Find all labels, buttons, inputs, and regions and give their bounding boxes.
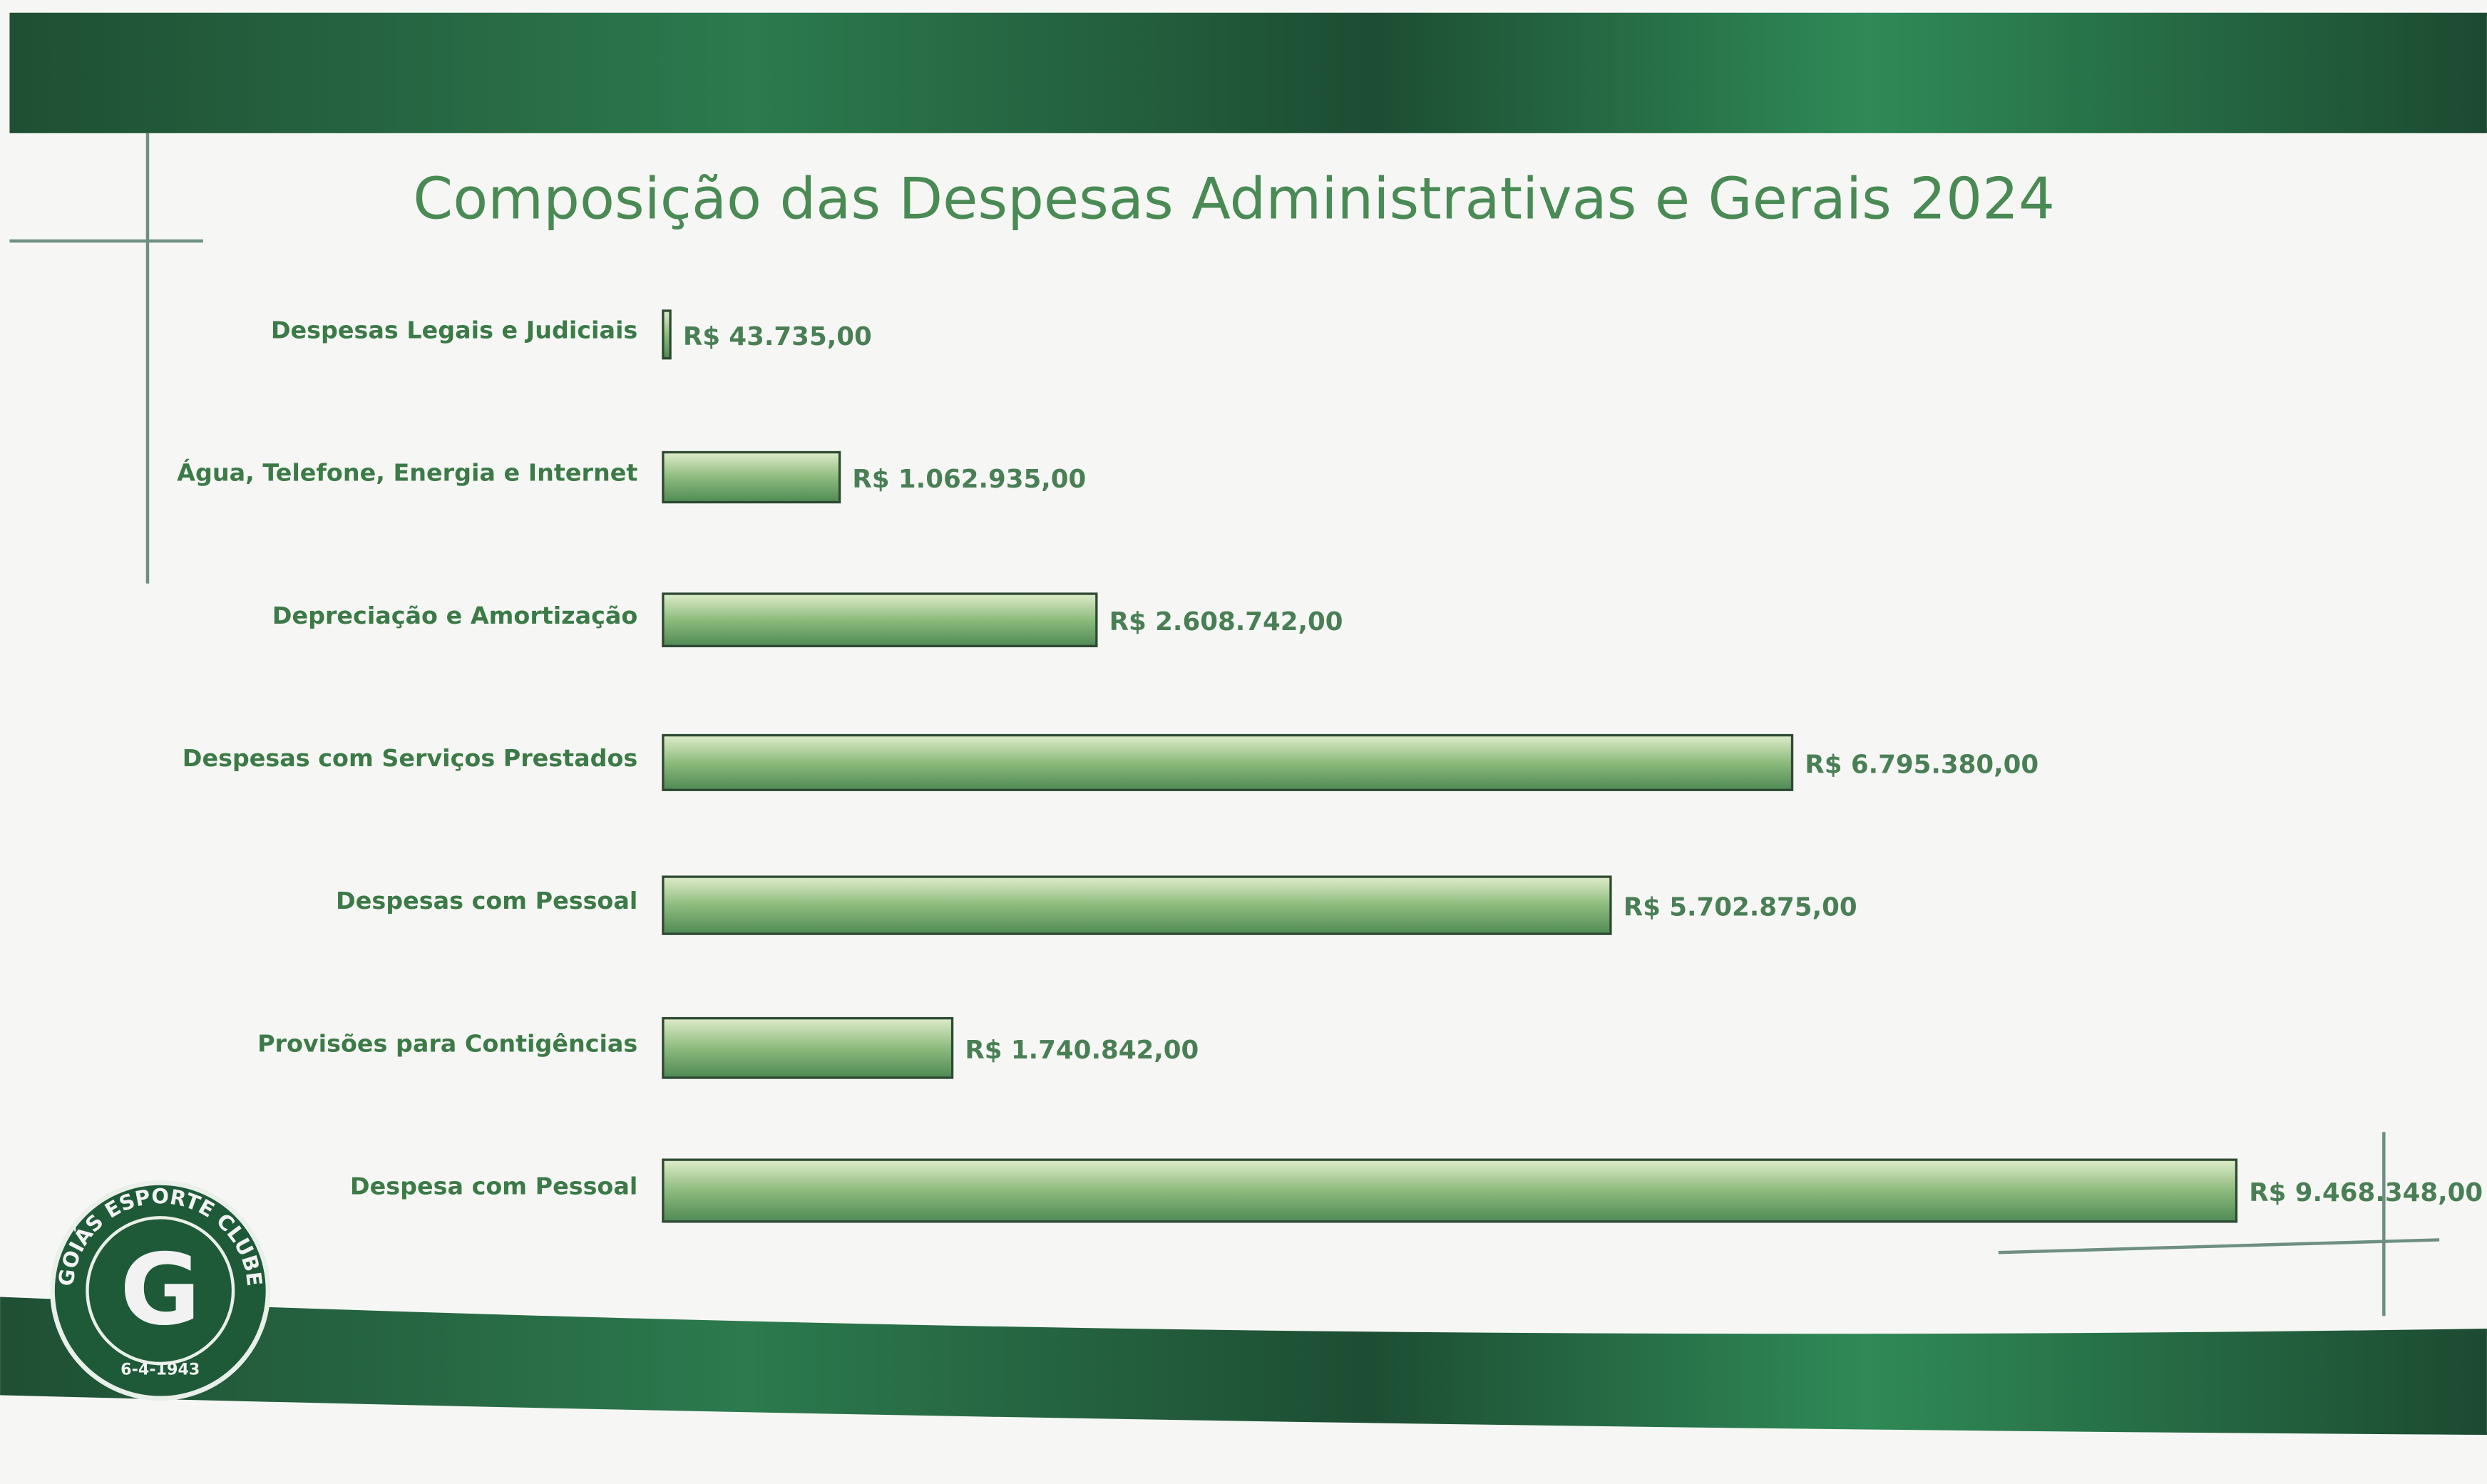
category-label: Despesas com Pessoal: [336, 887, 637, 914]
header-band: [9, 12, 2487, 133]
category-label: Água, Telefone, Energia e Internet: [177, 458, 637, 487]
bar: [662, 1158, 2238, 1223]
decor-line: [1998, 1238, 2440, 1254]
category-label: Despesas Legais e Judiciais: [271, 316, 637, 344]
bar: [662, 309, 672, 360]
logo: GOIÁS ESPORTE CLUBE G 6-4-1943: [50, 1180, 271, 1401]
value-label: R$ 6.795.380,00: [1805, 750, 2039, 779]
value-label: R$ 5.702.875,00: [1624, 893, 1857, 922]
category-label: Despesas com Serviços Prestados: [183, 744, 638, 772]
footer-band: [0, 1297, 2487, 1436]
value-label: R$ 2.608.742,00: [1109, 607, 1343, 637]
bar: [662, 450, 841, 504]
category-label: Depreciação e Amortização: [272, 602, 638, 629]
logo-circle: [50, 1180, 271, 1401]
value-label: R$ 43.735,00: [683, 322, 872, 351]
value-label: R$ 1.062.935,00: [852, 465, 1086, 494]
category-label: Despesa com Pessoal: [350, 1173, 637, 1200]
bar: [662, 592, 1098, 648]
bar: [662, 1016, 954, 1079]
value-label: R$ 9.468.348,00: [2249, 1178, 2483, 1207]
bar: [662, 875, 1612, 935]
category-label: Provisões para Contigências: [257, 1029, 637, 1057]
logo-date: 6-4-1943: [120, 1360, 200, 1379]
logo-ring: [86, 1216, 235, 1366]
value-label: R$ 1.740.842,00: [965, 1036, 1199, 1065]
bar: [662, 733, 1794, 791]
logo-letter: G: [120, 1232, 200, 1347]
chart-title: Composição das Despesas Administrativas …: [413, 166, 2055, 232]
